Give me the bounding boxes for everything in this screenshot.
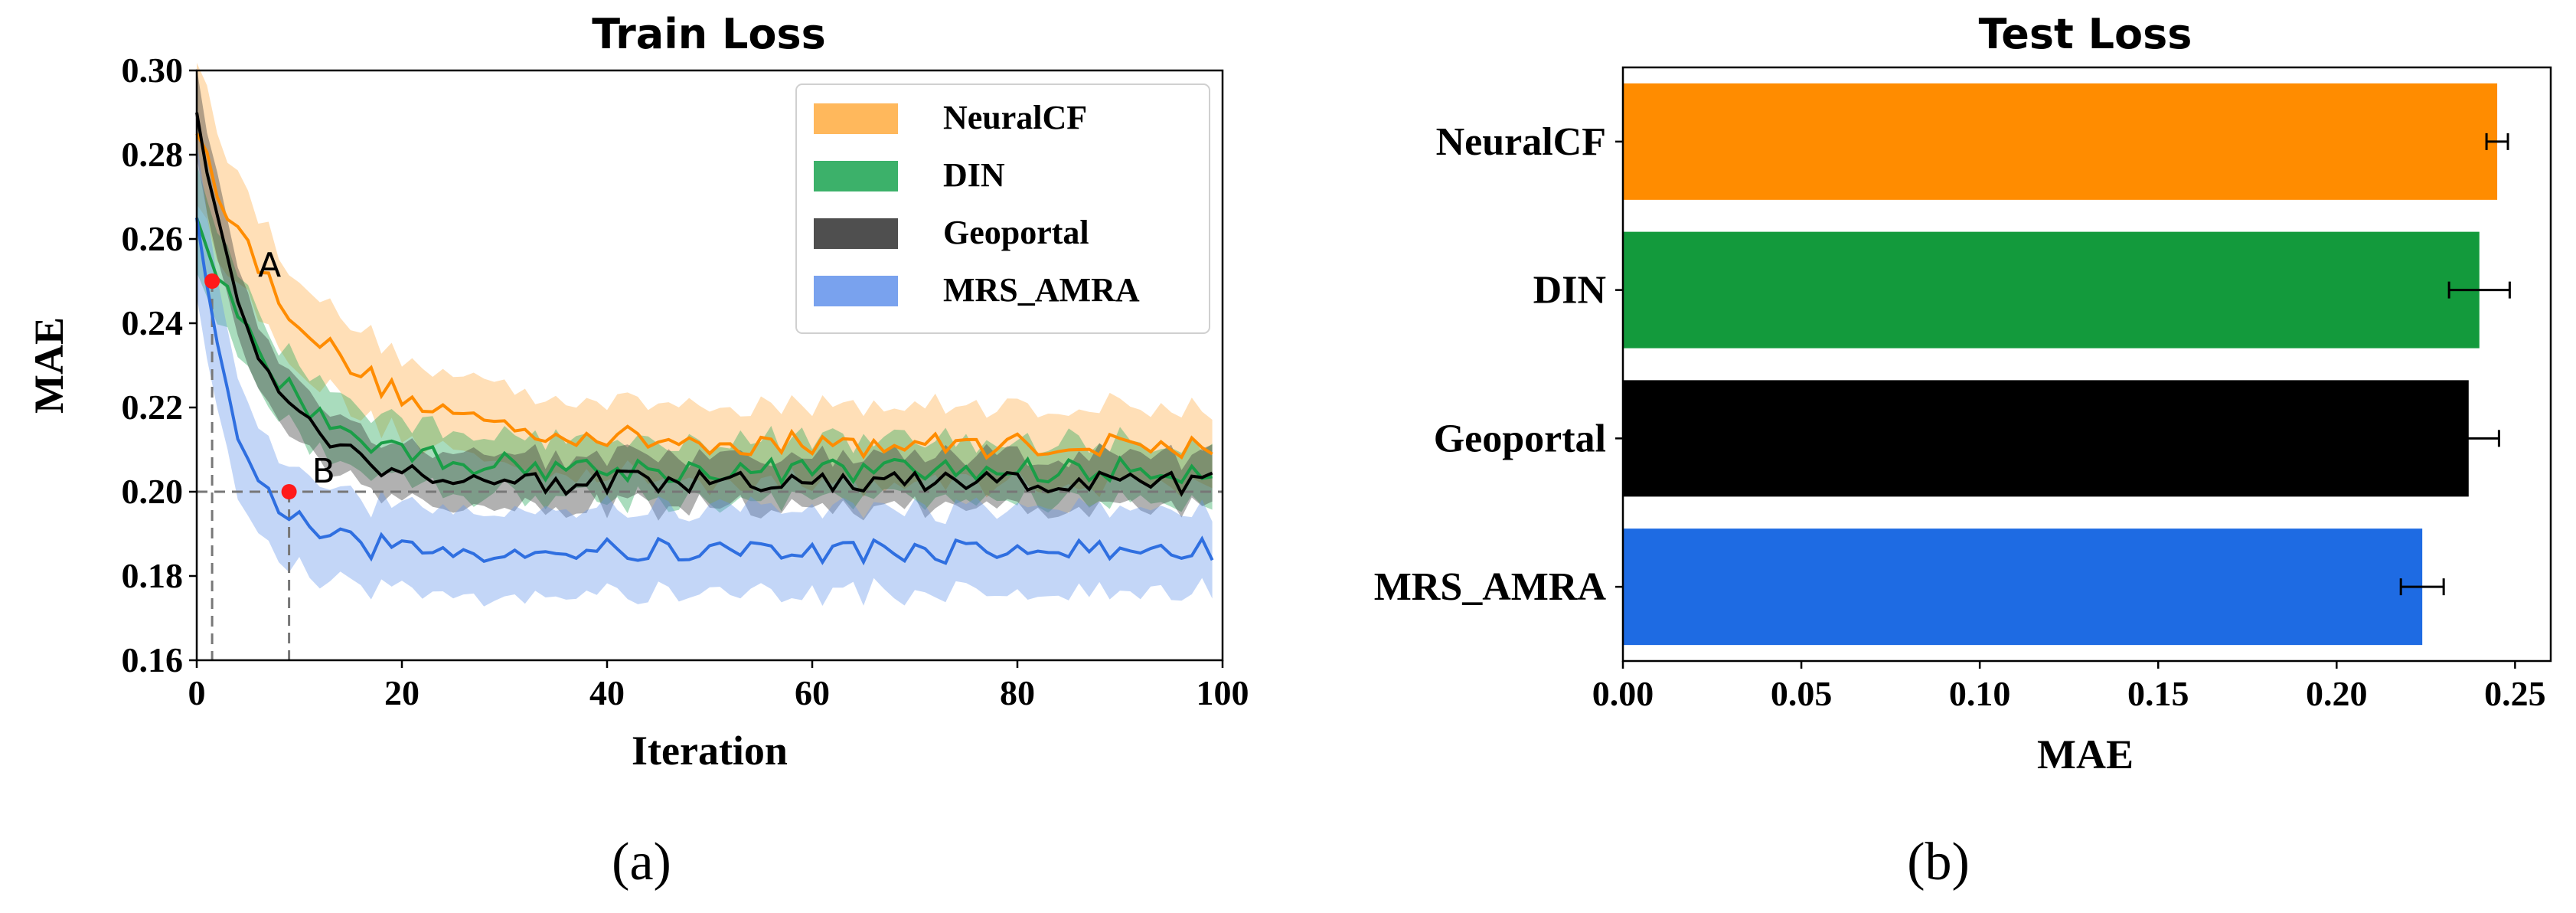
- legend-box: [795, 83, 1210, 334]
- line-mrs_amra: [195, 218, 1214, 566]
- train-y-ticks: 0.16 0.18 0.20 0.22 0.24 0.26 0.28 0.30: [122, 51, 197, 679]
- legend-label-neuralcf: NeuralCF: [943, 99, 1087, 136]
- caption-b: (b): [1907, 833, 1970, 892]
- y-tick-label: 0.20: [122, 472, 184, 511]
- legend-label-din: DIN: [943, 156, 1005, 194]
- annotation-b: B: [312, 452, 335, 491]
- caption-a: (a): [612, 833, 671, 892]
- test-x-ticks: 0.00 0.05 0.10 0.15 0.20 0.25: [1592, 661, 2546, 713]
- category-label-neuralcf: NeuralCF: [1436, 120, 1606, 164]
- y-tick-label: 0.18: [122, 556, 184, 595]
- x-tick-label: 0.25: [2484, 674, 2546, 713]
- legend-label-geoportal: Geoportal: [943, 214, 1089, 251]
- legend-swatch-mrs_amra: [814, 276, 898, 306]
- band-mrs_amra: [197, 139, 1213, 607]
- error-bars: [2399, 133, 2511, 596]
- line-din: [195, 217, 1213, 486]
- point-a: [204, 273, 220, 289]
- test-plot-frame: [1621, 66, 2552, 663]
- bar-mrs_amra: [1623, 528, 2423, 646]
- legend: NeuralCF DIN Geoportal MRS_AMRA: [795, 83, 1210, 334]
- category-label-geoportal: Geoportal: [1434, 417, 1606, 460]
- x-tick-label: 0.00: [1592, 674, 1654, 713]
- bars: [1623, 83, 2498, 646]
- train-y-axis-label: MAE: [26, 317, 72, 414]
- annotation-points: AB: [204, 246, 335, 499]
- x-tick-label: 0.20: [2306, 674, 2368, 713]
- bar-geoportal: [1623, 380, 2469, 497]
- annotation-a: A: [258, 246, 281, 285]
- bar-din: [1623, 231, 2480, 349]
- test-loss-panel: Test Loss 0.00 0.05 0.10 0.15 0.20 0.25 Neura…: [1374, 10, 2552, 777]
- x-tick-label: 0: [188, 673, 206, 712]
- legend-swatch-din: [814, 161, 898, 191]
- x-tick-label: 60: [795, 673, 830, 712]
- legend-swatch-geoportal: [814, 218, 898, 249]
- train-x-axis-label: Iteration: [632, 728, 788, 774]
- y-tick-label: 0.16: [122, 640, 184, 679]
- y-tick-label: 0.26: [122, 219, 184, 258]
- test-category-labels: NeuralCF DIN Geoportal MRS_AMRA: [1374, 120, 1623, 609]
- x-tick-label: 40: [589, 673, 625, 712]
- x-tick-label: 0.05: [1771, 674, 1833, 713]
- y-tick-label: 0.28: [122, 135, 184, 174]
- legend-label-mrs_amra: MRS_AMRA: [943, 271, 1140, 309]
- line-geoportal: [195, 112, 1213, 497]
- x-tick-label: 80: [1000, 673, 1035, 712]
- train-x-ticks: 0 20 40 60 80 100: [188, 660, 1249, 712]
- x-tick-label: 0.10: [1949, 674, 2011, 713]
- y-tick-label: 0.24: [122, 303, 184, 342]
- bar-neuralcf: [1623, 83, 2498, 200]
- series-lines: [195, 112, 1214, 566]
- x-tick-label: 100: [1197, 673, 1249, 712]
- x-tick-label: 0.15: [2127, 674, 2189, 713]
- legend-swatch-neuralcf: [814, 103, 898, 134]
- test-x-axis-label: MAE: [2037, 731, 2134, 777]
- y-tick-label: 0.22: [122, 388, 184, 427]
- y-tick-label: 0.30: [122, 51, 184, 90]
- category-label-mrs_amra: MRS_AMRA: [1374, 565, 1607, 609]
- train-loss-title: Train Loss: [592, 10, 826, 58]
- test-loss-title: Test Loss: [1979, 10, 2192, 58]
- band-neuralcf: [197, 63, 1213, 498]
- line-neuralcf: [195, 133, 1213, 460]
- train-plot-frame: [195, 69, 1224, 662]
- train-loss-panel: Train Loss AB 0 20 40 60 80 100 0.160.180.200…: [26, 10, 1249, 774]
- point-b: [281, 484, 297, 499]
- x-tick-label: 20: [384, 673, 420, 712]
- category-label-din: DIN: [1533, 269, 1606, 313]
